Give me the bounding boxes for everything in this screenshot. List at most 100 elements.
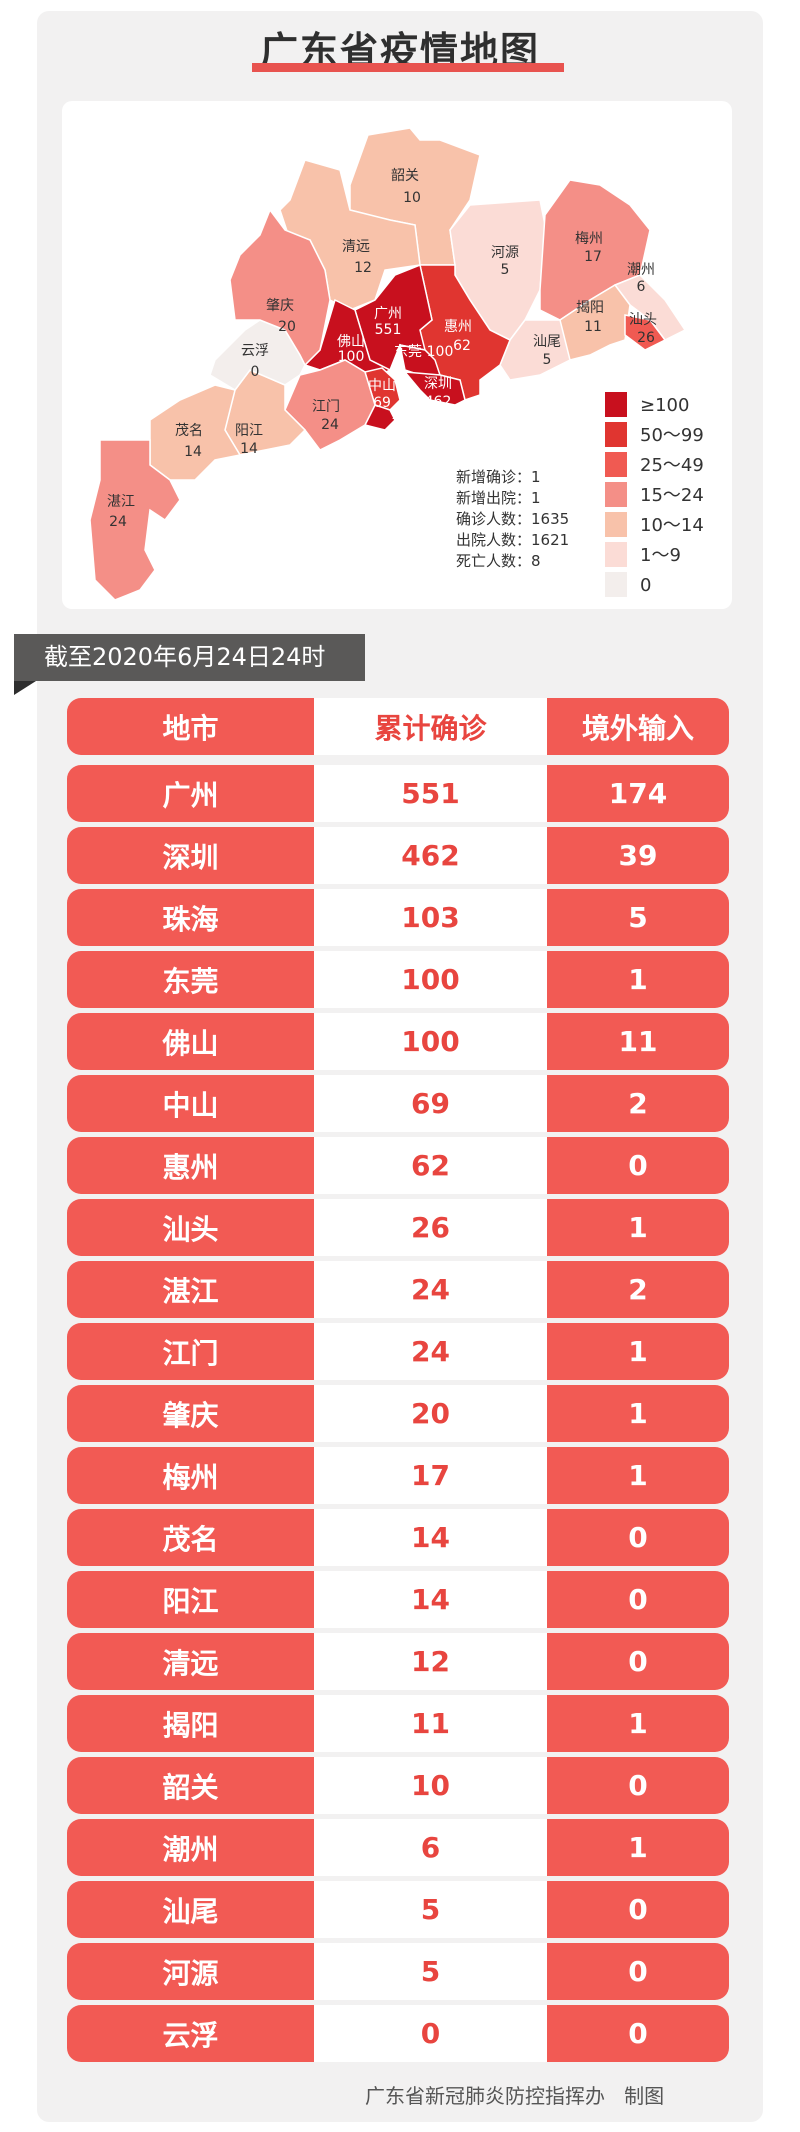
table-row: 揭阳 11 1 (67, 1695, 729, 1752)
map-label-value: 69 (373, 395, 391, 411)
table-row: 汕头 26 1 (67, 1199, 729, 1256)
total-cases-cell: 100 (314, 951, 547, 1008)
table-row: 江门 24 1 (67, 1323, 729, 1380)
map-label-name: 揭阳 (576, 300, 604, 316)
total-cases-cell: 累计确诊 (314, 698, 547, 755)
city-cell: 汕头 (67, 1199, 314, 1256)
total-cases-cell: 5 (314, 1943, 547, 2000)
total-cases-cell: 5 (314, 1881, 547, 1938)
map-label-name: 清远 (342, 239, 370, 255)
city-cell: 揭阳 (67, 1695, 314, 1752)
imported-cases-cell: 1 (547, 1385, 729, 1442)
map-label-value: 12 (354, 260, 372, 276)
total-cases-cell: 551 (314, 765, 547, 822)
map-label-name: 阳江 (235, 423, 263, 439)
map-label-value: 551 (375, 322, 402, 338)
imported-cases-cell: 1 (547, 1695, 729, 1752)
map-region-7 (624, 314, 667, 351)
legend-swatch (605, 542, 627, 567)
table-row: 云浮 0 0 (67, 2005, 729, 2062)
map-stat: 确诊人数：1635 (456, 510, 569, 528)
imported-cases-cell: 0 (547, 1571, 729, 1628)
map-label-name: 中山 (368, 378, 396, 394)
total-cases-cell: 6 (314, 1819, 547, 1876)
map-label-value: 0 (251, 364, 260, 380)
imported-cases-cell: 5 (547, 889, 729, 946)
table-row: 肇庆 20 1 (67, 1385, 729, 1442)
city-cell: 肇庆 (67, 1385, 314, 1442)
imported-cases-cell: 1 (547, 1819, 729, 1876)
map-label-value: 62 (453, 338, 471, 354)
map-label-name: 江门 (312, 399, 340, 415)
city-cell: 云浮 (67, 2005, 314, 2062)
map-label-value: 5 (501, 262, 510, 278)
city-cell: 珠海 (67, 889, 314, 946)
table-row: 惠州 62 0 (67, 1137, 729, 1194)
legend-label: 50～99 (640, 425, 704, 446)
table-row: 河源 5 0 (67, 1943, 729, 2000)
imported-cases-cell: 1 (547, 1199, 729, 1256)
map-region-18 (209, 319, 306, 391)
imported-cases-cell: 39 (547, 827, 729, 884)
legend-label: 25～49 (640, 455, 704, 476)
legend-label: 0 (640, 575, 651, 596)
map-label-name: 汕头 (629, 312, 657, 328)
map-label-name: 深圳 (424, 376, 452, 392)
map-label-name: 河源 (491, 245, 519, 261)
total-cases-cell: 62 (314, 1137, 547, 1194)
city-cell: 梅州 (67, 1447, 314, 1504)
total-cases-cell: 17 (314, 1447, 547, 1504)
table-row: 阳江 14 0 (67, 1571, 729, 1628)
total-cases-cell: 69 (314, 1075, 547, 1132)
city-cell: 汕尾 (67, 1881, 314, 1938)
table-row: 茂名 14 0 (67, 1509, 729, 1566)
table-row: 潮州 6 1 (67, 1819, 729, 1876)
map-region-13 (403, 371, 466, 406)
city-cell: 韶关 (67, 1757, 314, 1814)
map-label-value: 20 (278, 319, 296, 335)
imported-cases-cell: 0 (547, 2005, 729, 2062)
city-cell: 潮州 (67, 1819, 314, 1876)
city-cell: 佛山 (67, 1013, 314, 1070)
total-cases-cell: 10 (314, 1757, 547, 1814)
legend-swatch (605, 482, 627, 507)
map-label-name: 汕尾 (533, 334, 561, 350)
total-cases-cell: 24 (314, 1261, 547, 1318)
total-cases-cell: 103 (314, 889, 547, 946)
map-label-name: 珠海 (392, 417, 420, 433)
map-label-value: 103 (395, 437, 422, 453)
map-label-value: 6 (637, 279, 646, 295)
total-cases-cell: 20 (314, 1385, 547, 1442)
table-row: 珠海 103 5 (67, 889, 729, 946)
total-cases-cell: 14 (314, 1509, 547, 1566)
map-label-value: 24 (321, 417, 339, 433)
total-cases-cell: 26 (314, 1199, 547, 1256)
imported-cases-cell: 0 (547, 1137, 729, 1194)
map-label-value: 11 (584, 319, 602, 335)
imported-cases-cell: 174 (547, 765, 729, 822)
table-row: 东莞 100 1 (67, 951, 729, 1008)
total-cases-cell: 11 (314, 1695, 547, 1752)
map-stat: 新增确诊：1 (456, 468, 541, 486)
table-row: 深圳 462 39 (67, 827, 729, 884)
city-cell: 湛江 (67, 1261, 314, 1318)
legend-swatch (605, 452, 627, 477)
date-banner: 截至2020年6月24日24时 (14, 634, 365, 681)
table-row: 汕尾 5 0 (67, 1881, 729, 1938)
map-label-name: 惠州 (444, 319, 472, 335)
map-label-value: 100 (427, 344, 454, 360)
imported-cases-cell: 2 (547, 1075, 729, 1132)
city-cell: 东莞 (67, 951, 314, 1008)
total-cases-cell: 14 (314, 1571, 547, 1628)
city-cell: 地市 (67, 698, 314, 755)
imported-cases-cell: 1 (547, 1323, 729, 1380)
map-label-value: 14 (240, 441, 258, 457)
map-label-name: 梅州 (575, 231, 603, 247)
table-row: 湛江 24 2 (67, 1261, 729, 1318)
city-cell: 中山 (67, 1075, 314, 1132)
map-label-name: 云浮 (241, 343, 269, 359)
title-underline (252, 63, 564, 72)
map-label-value: 17 (584, 249, 602, 265)
table-row: 韶关 10 0 (67, 1757, 729, 1814)
